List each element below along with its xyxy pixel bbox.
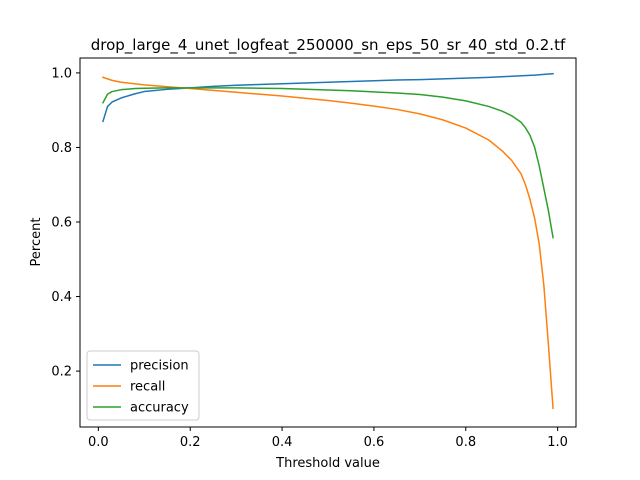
x-tick-label: 0.2 — [180, 435, 201, 450]
x-axis: 0.0 0.2 0.4 0.6 0.8 1.0 — [88, 427, 568, 450]
legend-label-precision: precision — [130, 359, 189, 374]
x-tick-label: 1.0 — [547, 435, 568, 450]
series-line-accuracy — [101, 87, 554, 239]
chart-title: drop_large_4_unet_logfeat_250000_sn_eps_… — [91, 36, 566, 55]
y-tick-label: 0.8 — [51, 141, 72, 156]
y-axis: 0.2 0.4 0.6 0.8 1.0 — [51, 66, 80, 380]
plot-frame — [79, 57, 577, 428]
x-tick-label: 0.0 — [88, 435, 109, 450]
y-tick-label: 0.6 — [51, 216, 72, 231]
legend-items: precision recall accuracy — [93, 359, 189, 416]
x-tick-label: 0.8 — [455, 435, 476, 450]
legend: precision recall accuracy — [86, 350, 200, 421]
legend-box — [86, 350, 200, 421]
legend-label-recall: recall — [130, 380, 165, 395]
series-line-precision — [102, 72, 554, 123]
plot-lines — [101, 72, 554, 410]
y-axis-label: Percent — [29, 218, 44, 267]
x-tick-label: 0.4 — [272, 435, 293, 450]
x-tick-label: 0.6 — [364, 435, 385, 450]
y-tick-label: 0.2 — [51, 365, 72, 380]
x-axis-label: Threshold value — [275, 456, 380, 471]
legend-label-accuracy: accuracy — [130, 401, 189, 416]
y-tick-label: 0.4 — [51, 290, 72, 305]
y-tick-label: 1.0 — [51, 66, 72, 81]
